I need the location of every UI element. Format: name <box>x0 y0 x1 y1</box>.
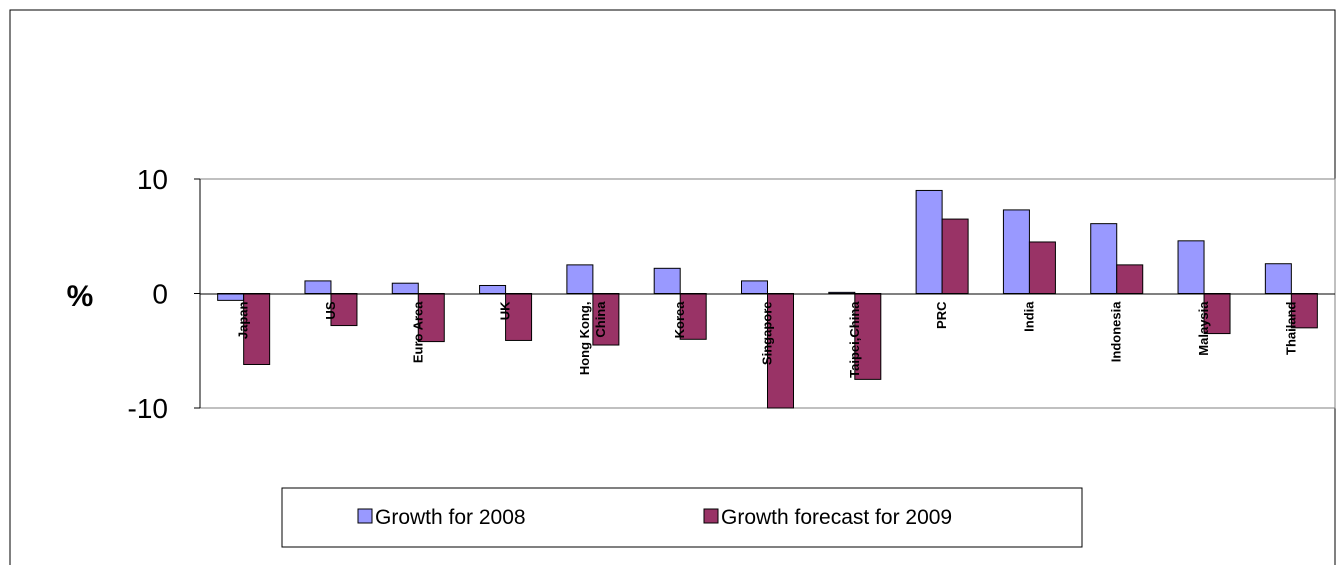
bar-2008-malaysia <box>1177 240 1205 294</box>
bar-2009-korea <box>679 293 707 340</box>
bar-2008-indonesia <box>1090 223 1118 294</box>
category-label: India <box>1021 301 1036 332</box>
y-tick-label: 10 <box>137 164 168 195</box>
bar-2008-korea <box>653 267 681 294</box>
bar-2008-hong-kong-china <box>566 264 594 294</box>
y-unit-label: % <box>67 280 94 313</box>
legend-swatch-2008 <box>357 508 373 524</box>
bar-2009-prc <box>941 218 969 294</box>
category-label: Indonesia <box>1109 301 1124 362</box>
category-labels: Japan US Euro Area UK Hong Kong, China Korea Si… <box>236 301 1299 378</box>
bar-2008-singapore <box>741 280 768 294</box>
bars-layer <box>217 189 1318 409</box>
bar-2009-india <box>1028 241 1056 295</box>
bar-2008-euro-area <box>391 282 419 295</box>
legend-swatch-2009 <box>703 508 719 524</box>
bar-2009-japan <box>243 293 271 365</box>
legend-box <box>281 487 1083 548</box>
category-label: PRC <box>934 301 949 329</box>
category-label: Hong Kong, <box>577 302 592 376</box>
category-label: Thailand <box>1283 301 1298 355</box>
bar-2008-thailand <box>1264 263 1292 295</box>
bar-2008-taipei-china <box>828 291 856 295</box>
category-label: Euro Area <box>410 301 425 363</box>
y-ticks: -10 0 10 <box>128 164 200 424</box>
category-label: Taipei,China <box>847 301 862 378</box>
bar-2008-japan <box>217 293 245 301</box>
category-label: Singapore <box>760 302 775 366</box>
legend-label-2009: Growth forecast for 2009 <box>721 506 952 529</box>
bar-2009-indonesia <box>1116 264 1144 294</box>
category-label: US <box>323 301 338 319</box>
bar-2008-uk <box>479 284 507 294</box>
category-label: Malaysia <box>1196 301 1211 356</box>
y-tick-label: -10 <box>128 393 168 424</box>
bar-2009-singapore <box>767 293 794 409</box>
bar-2008-prc <box>915 189 943 294</box>
bar-2009-taipei-china <box>854 293 882 380</box>
category-label: UK <box>498 301 513 320</box>
legend-label-2008: Growth for 2008 <box>375 506 526 529</box>
category-label: Korea <box>672 301 687 339</box>
category-label: Japan <box>236 301 251 339</box>
bar-2008-india <box>1002 209 1030 294</box>
legend: Growth for 2008 Growth forecast for 2009 <box>281 487 1083 548</box>
bar-2008-us <box>304 280 332 294</box>
y-tick-label: 0 <box>152 279 168 310</box>
category-label: China <box>593 301 608 338</box>
bar-2009-thailand <box>1290 293 1318 329</box>
